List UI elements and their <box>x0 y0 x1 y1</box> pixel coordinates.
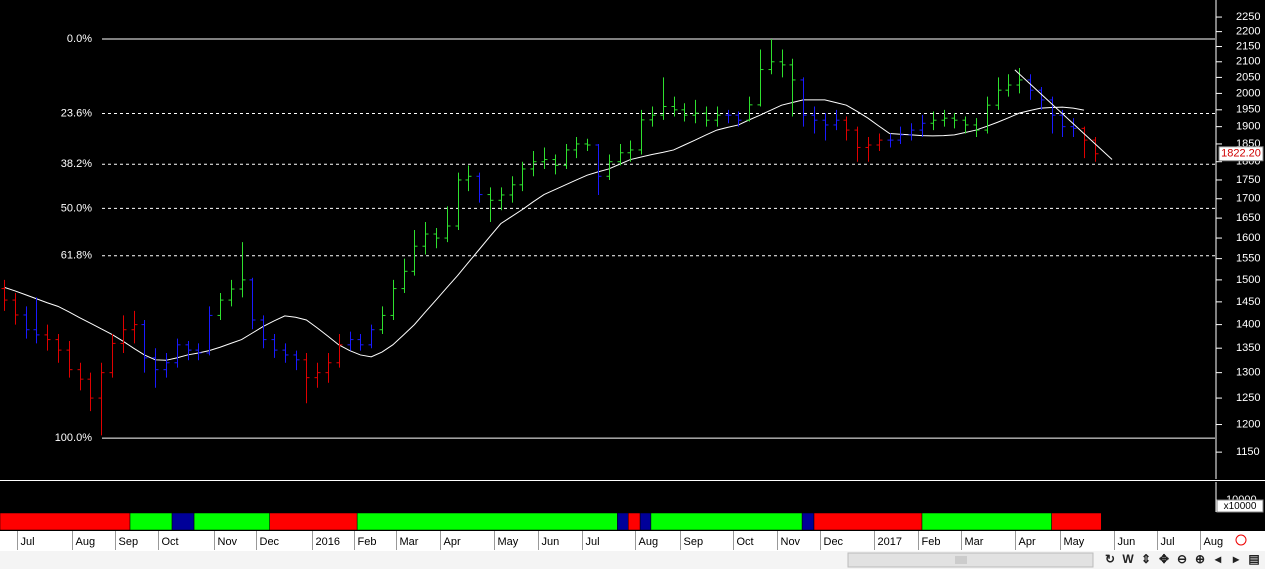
fib-label: 50.0% <box>61 202 92 214</box>
x-tick-label: Apr <box>1019 536 1036 548</box>
y-tick-label: 1700 <box>1236 193 1260 205</box>
volume-unit-box <box>1216 499 1264 513</box>
toolbar-button[interactable]: ↻ <box>1105 552 1115 566</box>
y-tick-label: 1150 <box>1236 446 1260 458</box>
volume-unit: x10000 <box>1224 501 1257 512</box>
last-price-box <box>1218 146 1264 162</box>
trend-segment <box>627 512 641 531</box>
x-tick-label: Feb <box>922 536 941 548</box>
trend-segment <box>1051 512 1102 531</box>
toolbar-button[interactable]: ▤ <box>1248 552 1259 566</box>
toolbar-button[interactable]: ✥ <box>1159 552 1169 566</box>
trend-segment <box>171 512 195 531</box>
fib-label: 100.0% <box>55 432 93 444</box>
x-tick-label: Nov <box>781 536 801 548</box>
y-tick-label: 2050 <box>1236 71 1260 83</box>
toolbar-button[interactable]: ⊖ <box>1177 552 1187 566</box>
x-tick-label: Aug <box>639 536 659 548</box>
x-tick-label: 2016 <box>316 536 340 548</box>
trendline <box>1014 69 1113 160</box>
y-tick-label: 1200 <box>1236 418 1260 430</box>
y-tick-label: 1500 <box>1236 274 1260 286</box>
trend-segment <box>921 512 1052 531</box>
date-axis-background <box>0 531 1265 551</box>
x-tick-label: Jul <box>1161 536 1175 548</box>
trend-segment <box>0 512 131 531</box>
trend-segment <box>639 512 652 531</box>
y-tick-label: 1300 <box>1236 367 1260 379</box>
x-tick-label: Mar <box>400 536 419 548</box>
trend-segment <box>801 512 815 531</box>
x-tick-label: Oct <box>162 536 179 548</box>
x-tick-label: Mar <box>965 536 984 548</box>
y-tick-label: 1400 <box>1236 319 1260 331</box>
y-tick-label: 2250 <box>1236 11 1260 23</box>
toolbar-button[interactable]: ⇕ <box>1141 552 1151 566</box>
toolbar-button[interactable]: ◂ <box>1214 552 1222 566</box>
x-tick-label: Sep <box>119 536 139 548</box>
fib-label: 61.8% <box>61 250 92 262</box>
x-tick-label: Jul <box>21 536 35 548</box>
trend-segment <box>650 512 803 531</box>
x-tick-label: May <box>498 536 519 548</box>
x-tick-label: Feb <box>358 536 377 548</box>
x-tick-label: Nov <box>218 536 238 548</box>
scrollbar[interactable] <box>847 552 1094 568</box>
scrollbar-grip[interactable] <box>955 556 967 564</box>
y-tick-label: 1650 <box>1236 212 1260 224</box>
x-tick-label: Jun <box>542 536 560 548</box>
trend-segment <box>129 512 173 531</box>
y-tick-label: 1550 <box>1236 253 1260 265</box>
trend-segment <box>813 512 923 531</box>
x-tick-label: 2017 <box>878 536 902 548</box>
x-tick-label: Apr <box>444 536 461 548</box>
x-tick-label: Aug <box>76 536 96 548</box>
y-tick-label: 1600 <box>1236 232 1260 244</box>
x-tick-label: May <box>1064 536 1085 548</box>
close-icon[interactable] <box>1235 534 1247 546</box>
toolbar-button[interactable]: ⊕ <box>1195 552 1205 566</box>
x-tick-label: Jul <box>586 536 600 548</box>
y-tick-label: 1750 <box>1236 174 1260 186</box>
trend-segment <box>617 512 629 531</box>
moving-average <box>3 99 1085 361</box>
fib-label: 38.2% <box>61 158 92 170</box>
trend-segment <box>193 512 270 531</box>
y-tick-label: 2150 <box>1236 40 1260 52</box>
y-tick-label: 1350 <box>1236 342 1260 354</box>
x-tick-label: Aug <box>1204 536 1224 548</box>
y-tick-label: 2000 <box>1236 87 1260 99</box>
last-price-label: 1822.20 <box>1221 148 1261 160</box>
fib-label: 0.0% <box>67 33 92 45</box>
x-tick-label: Jun <box>1118 536 1136 548</box>
y-tick-label: 2200 <box>1236 26 1260 38</box>
x-tick-label: Dec <box>260 536 280 548</box>
fib-label: 23.6% <box>61 107 92 119</box>
x-tick-label: Sep <box>684 536 704 548</box>
y-tick-label: 1250 <box>1236 392 1260 404</box>
y-tick-label: 1950 <box>1236 104 1260 116</box>
toolbar-button[interactable]: W <box>1122 552 1134 566</box>
y-tick-label: 1450 <box>1236 296 1260 308</box>
trend-segment <box>356 512 618 531</box>
x-tick-label: Dec <box>824 536 844 548</box>
toolbar-button[interactable]: ▸ <box>1232 552 1240 566</box>
y-tick-label: 1900 <box>1236 121 1260 133</box>
x-tick-label: Oct <box>737 536 754 548</box>
trend-segment <box>269 512 358 531</box>
y-tick-label: 2100 <box>1236 56 1260 68</box>
